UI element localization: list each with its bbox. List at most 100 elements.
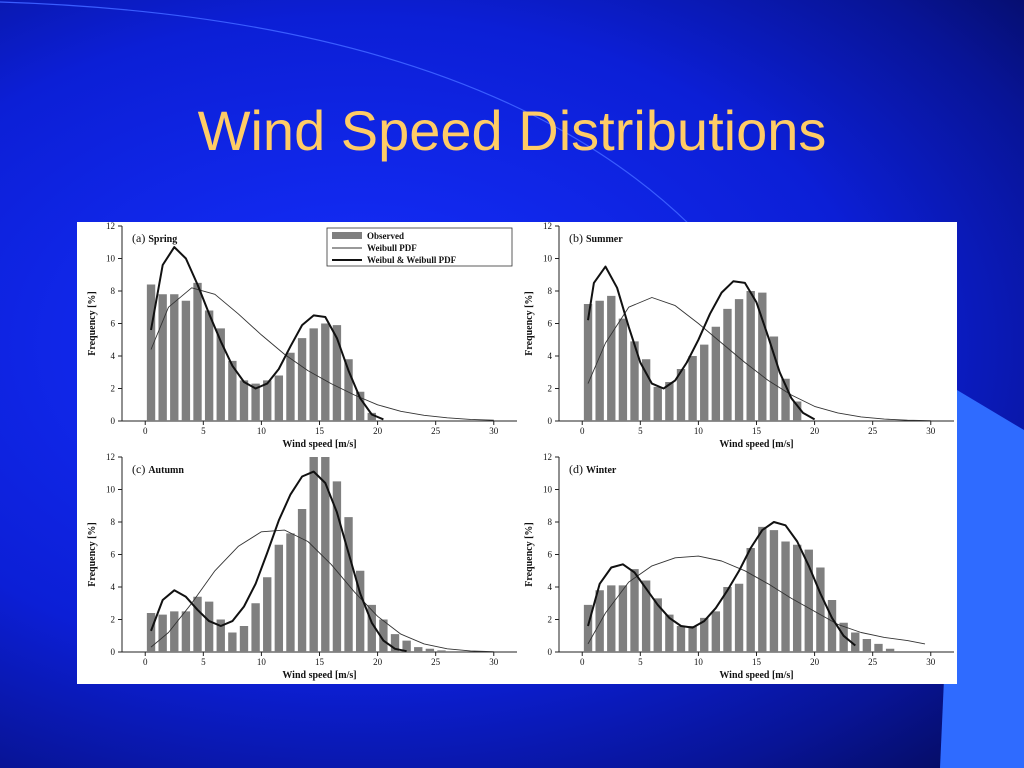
y-tick-label: 8	[548, 286, 553, 296]
bar-observed	[595, 300, 604, 421]
panel-letter: (b)	[569, 231, 586, 245]
panel-season: Autumn	[148, 465, 184, 476]
bar-observed	[630, 341, 639, 421]
bar-observed	[885, 648, 895, 652]
x-tick-label: 25	[431, 426, 441, 436]
bar-observed	[425, 648, 435, 652]
bar-observed	[676, 626, 686, 652]
bar-observed	[653, 386, 662, 421]
bar-observed	[158, 614, 167, 652]
x-axis-title: Wind speed [m/s]	[282, 439, 356, 450]
y-tick-label: 12	[543, 452, 552, 462]
y-tick-label: 4	[548, 582, 553, 592]
bar-observed	[170, 294, 179, 421]
panel-season: Spring	[148, 234, 177, 245]
bar-observed	[781, 378, 790, 421]
bar-observed	[641, 580, 651, 652]
y-tick-label: 8	[548, 517, 553, 527]
bar-observed	[851, 632, 860, 652]
bar-observed	[251, 603, 260, 652]
x-tick-label: 30	[489, 426, 499, 436]
bar-observed	[228, 360, 237, 421]
bar-observed	[769, 336, 779, 421]
subchart-winter: 0 2 4 6 8 10 12 0 5 10 15 20 25 30 Wind speed [m/s] Fre…	[524, 452, 954, 681]
y-tick-label: 2	[548, 615, 553, 625]
bar-observed	[758, 292, 767, 421]
bar-observed	[146, 613, 156, 652]
bar-observed	[437, 650, 446, 652]
panel-label: (d) Winter	[569, 462, 617, 476]
panel-letter: (a)	[132, 231, 148, 245]
panel-season: Winter	[586, 465, 617, 476]
bar-observed	[804, 549, 813, 652]
bar-observed	[665, 382, 674, 421]
y-tick-label: 0	[111, 416, 116, 426]
bar-observed	[723, 587, 732, 652]
bar-observed	[286, 533, 295, 652]
line-mixture-pdf	[150, 246, 384, 421]
y-axis-title: Frequency [%]	[87, 291, 98, 356]
y-tick-label: 6	[548, 319, 553, 329]
x-tick-label: 20	[373, 657, 383, 667]
bar-observed	[263, 380, 272, 421]
y-tick-label: 0	[548, 647, 553, 657]
figure-panel: 0 2 4 6 8 10 12 0 5 10 15 20 25 30 Wind speed [m/s] Fre…	[77, 222, 957, 684]
bar-observed	[688, 626, 697, 652]
panel-letter: (c)	[132, 462, 148, 476]
y-tick-label: 12	[106, 452, 115, 462]
bar-observed	[414, 647, 423, 652]
x-tick-label: 5	[201, 657, 206, 667]
bar-observed	[367, 604, 376, 652]
bar-observed	[297, 509, 307, 652]
bar-observed	[700, 617, 709, 652]
x-axis-title: Wind speed [m/s]	[282, 670, 356, 681]
bar-observed	[216, 619, 225, 652]
x-tick-label: 0	[143, 657, 148, 667]
bar-observed	[390, 634, 400, 652]
x-tick-label: 5	[201, 426, 206, 436]
x-tick-label: 10	[257, 426, 267, 436]
bar-observed	[181, 300, 191, 421]
bar-observed	[355, 570, 365, 652]
bar-observed	[595, 590, 604, 652]
panel-label: (a) Spring	[132, 231, 177, 245]
x-tick-label: 25	[431, 657, 441, 667]
line-mixture-pdf	[150, 470, 407, 653]
x-axis-title: Wind speed [m/s]	[719, 439, 793, 450]
subchart-spring: 0 2 4 6 8 10 12 0 5 10 15 20 25 30 Wind speed [m/s] Fre…	[87, 222, 517, 450]
x-tick-label: 30	[489, 657, 499, 667]
line-weibull-pdf	[150, 287, 494, 421]
bar-observed	[618, 318, 628, 421]
x-tick-label: 25	[868, 657, 878, 667]
bar-observed	[583, 604, 593, 652]
bar-observed	[607, 295, 616, 421]
bar-observed	[251, 383, 260, 421]
bar-observed	[158, 294, 167, 421]
y-tick-label: 6	[111, 550, 116, 560]
bar-observed	[263, 577, 272, 652]
y-tick-label: 4	[548, 351, 553, 361]
bar-observed	[344, 359, 353, 421]
bar-observed	[239, 626, 249, 652]
y-tick-label: 10	[106, 254, 116, 264]
bar-observed	[653, 598, 662, 652]
bar-observed	[688, 356, 697, 421]
x-tick-label: 30	[926, 657, 936, 667]
bar-observed	[874, 643, 883, 652]
bar-observed	[367, 412, 376, 421]
y-tick-label: 10	[543, 254, 553, 264]
bar-observed	[758, 526, 767, 652]
bar-observed	[583, 304, 593, 421]
bar-observed	[711, 326, 721, 421]
x-tick-label: 25	[868, 426, 878, 436]
panel-season: Summer	[586, 234, 623, 245]
line-weibull-pdf	[150, 529, 494, 653]
bar-observed	[862, 639, 872, 652]
bar-observed	[792, 544, 802, 652]
legend-label: Weibull PDF	[367, 243, 417, 253]
y-tick-label: 2	[111, 384, 116, 394]
x-axis-title: Wind speed [m/s]	[719, 670, 793, 681]
x-tick-label: 10	[694, 426, 704, 436]
bar-observed	[239, 380, 249, 421]
y-tick-label: 12	[106, 222, 115, 231]
